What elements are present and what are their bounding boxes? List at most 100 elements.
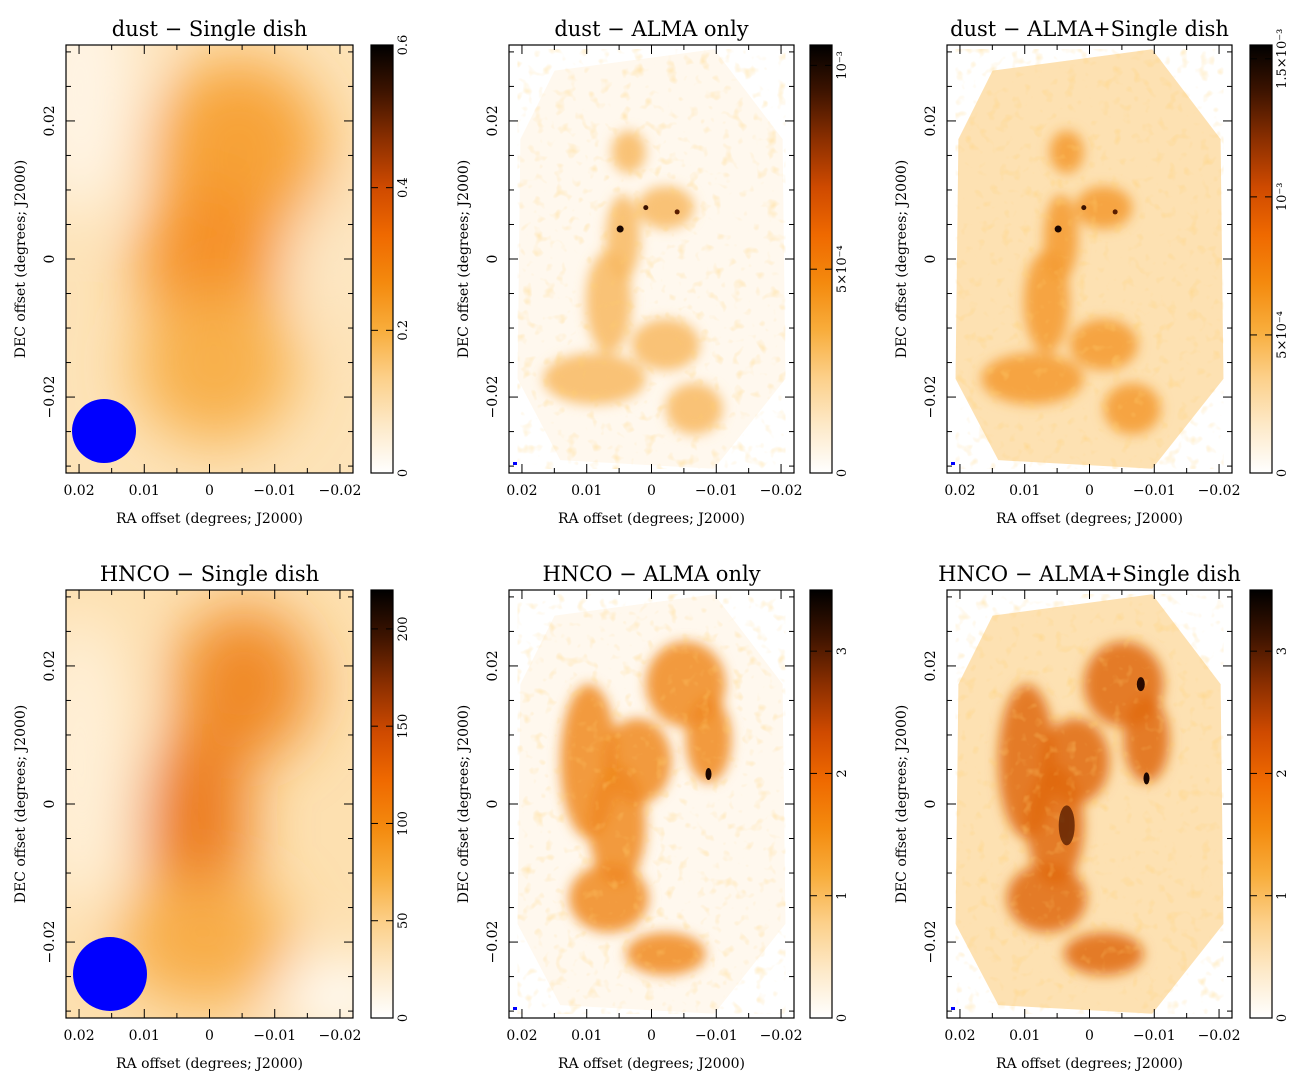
colorbar-tick-label: 150 <box>396 714 411 739</box>
panel-3: dust − ALMA+Single dish 0.02 0.01 0 −0.01 −0.… <box>894 17 1290 527</box>
colorbar-tick-label: 50 <box>396 912 411 929</box>
y-tick-label: −0.02 <box>42 921 58 964</box>
colorbar-gradient <box>809 44 833 474</box>
beam-marker <box>513 462 517 465</box>
x-axis-label: RA offset (degrees; J2000) <box>558 1056 745 1072</box>
y-axis-label: DEC offset (degrees; J2000) <box>894 160 910 359</box>
x-tick-label: −0.02 <box>319 483 362 499</box>
colorbar-gradient <box>1249 44 1273 474</box>
y-tick-label: 0 <box>485 255 501 264</box>
heatmap-image <box>955 594 1224 1014</box>
colorbar-tick-label: 1.5×10⁻³ <box>1275 29 1290 89</box>
beam-marker <box>72 399 136 463</box>
colorbar-tick-label: 0 <box>396 469 411 477</box>
x-tick-label: −0.01 <box>1133 483 1176 499</box>
y-tick-label: 0 <box>923 800 939 809</box>
x-tick-label: 0 <box>647 483 656 499</box>
colorbar-tick-label: 100 <box>396 811 411 836</box>
y-tick-label: 0.02 <box>485 650 501 681</box>
panel-title: dust − Single dish <box>112 17 307 41</box>
colorbar-tick-label: 0.2 <box>396 320 411 341</box>
colorbar: 0 1 2 3 <box>809 589 850 1022</box>
heatmap-image <box>955 49 1224 469</box>
y-tick-label: −0.02 <box>923 376 939 419</box>
y-tick-label: 0.02 <box>923 105 939 136</box>
y-tick-label: 0.02 <box>42 105 58 136</box>
panel-1: dust − Single dish 0.02 0.01 0 −0.01 −0.02 −0.… <box>13 17 411 527</box>
x-axis-label: RA offset (degrees; J2000) <box>996 1056 1183 1072</box>
colorbar: 0 5×10⁻⁴ 10⁻³ 1.5×10⁻³ <box>1249 29 1290 477</box>
x-tick-label: 0.01 <box>129 1028 160 1044</box>
panel-title: HNCO − ALMA only <box>542 562 760 586</box>
colorbar-gradient <box>809 589 833 1019</box>
x-tick-label: 0.02 <box>944 483 975 499</box>
x-tick-label: −0.02 <box>760 483 803 499</box>
x-tick-label: −0.02 <box>319 1028 362 1044</box>
colorbar-tick-label: 0 <box>396 1014 411 1022</box>
y-axis-label: DEC offset (degrees; J2000) <box>894 705 910 904</box>
colorbar-tick-label: 0.6 <box>396 35 411 56</box>
y-tick-label: 0.02 <box>42 650 58 681</box>
y-tick-label: 0 <box>42 255 58 264</box>
panel-2: dust − ALMA only 0.02 0.01 0 −0.01 −0.02 −0.02… <box>456 17 850 527</box>
x-tick-label: −0.02 <box>1198 483 1241 499</box>
colorbar-tick-label: 10⁻³ <box>1275 183 1290 212</box>
heatmap-image <box>517 49 786 469</box>
colorbar-tick-label: 3 <box>1275 647 1290 655</box>
colorbar-gradient <box>370 589 394 1019</box>
x-tick-label: 0.01 <box>1009 483 1040 499</box>
x-axis-label: RA offset (degrees; J2000) <box>558 511 745 527</box>
y-tick-label: −0.02 <box>485 376 501 419</box>
colorbar: 0 0.2 0.4 0.6 <box>370 35 411 477</box>
x-tick-label: 0 <box>205 1028 214 1044</box>
y-axis-label: DEC offset (degrees; J2000) <box>13 705 29 904</box>
x-tick-label: 0 <box>647 1028 656 1044</box>
beam-marker <box>951 1007 955 1010</box>
colorbar: 0 1 2 3 <box>1249 589 1290 1022</box>
colorbar-tick-label: 5×10⁻⁴ <box>1275 311 1290 359</box>
x-tick-label: 0.02 <box>506 1028 537 1044</box>
y-tick-label: 0.02 <box>485 105 501 136</box>
y-axis-label: DEC offset (degrees; J2000) <box>456 705 472 904</box>
y-tick-label: 0 <box>42 800 58 809</box>
colorbar: 0 50 100 150 200 <box>370 589 411 1022</box>
x-tick-label: 0.01 <box>1009 1028 1040 1044</box>
panel-title: HNCO − Single dish <box>100 562 319 586</box>
colorbar-tick-label: 10⁻³ <box>835 51 850 80</box>
heatmap-image <box>66 45 353 473</box>
beam-marker <box>513 1007 517 1010</box>
x-tick-label: 0 <box>1085 1028 1094 1044</box>
y-tick-label: 0.02 <box>923 650 939 681</box>
colorbar-gradient <box>370 44 394 474</box>
colorbar-tick-label: 2 <box>1275 769 1290 777</box>
x-tick-label: −0.02 <box>1198 1028 1241 1044</box>
x-tick-label: −0.01 <box>253 1028 296 1044</box>
x-tick-label: 0.02 <box>944 1028 975 1044</box>
colorbar-tick-label: 2 <box>835 769 850 777</box>
x-axis-label: RA offset (degrees; J2000) <box>996 511 1183 527</box>
colorbar-tick-label: 0 <box>835 1014 850 1022</box>
panel-6: HNCO − ALMA+Single dish 0.02 0.01 0 −0.01 −0.… <box>894 562 1290 1072</box>
y-axis-label: DEC offset (degrees; J2000) <box>456 160 472 359</box>
colorbar-tick-label: 1 <box>835 892 850 900</box>
x-tick-label: −0.02 <box>760 1028 803 1044</box>
y-axis-label: DEC offset (degrees; J2000) <box>13 160 29 359</box>
y-tick-label: 0 <box>923 255 939 264</box>
colorbar-tick-label: 200 <box>396 616 411 641</box>
colorbar-tick-label: 3 <box>835 647 850 655</box>
panel-4: HNCO − Single dish 0.02 0.01 0 −0.01 −0.02 −0.… <box>13 562 411 1072</box>
x-tick-label: −0.01 <box>695 483 738 499</box>
x-axis-label: RA offset (degrees; J2000) <box>116 511 303 527</box>
colorbar: 0 5×10⁻⁴ 10⁻³ <box>809 44 850 477</box>
x-tick-label: 0.02 <box>63 483 94 499</box>
x-axis-label: RA offset (degrees; J2000) <box>116 1056 303 1072</box>
colorbar-tick-label: 0 <box>835 469 850 477</box>
y-tick-label: −0.02 <box>923 921 939 964</box>
x-tick-label: 0.02 <box>63 1028 94 1044</box>
panel-title: dust − ALMA+Single dish <box>950 17 1229 41</box>
y-tick-label: −0.02 <box>42 376 58 419</box>
x-tick-label: −0.01 <box>695 1028 738 1044</box>
x-tick-label: 0 <box>1085 483 1094 499</box>
panel-title: HNCO − ALMA+Single dish <box>938 562 1241 586</box>
